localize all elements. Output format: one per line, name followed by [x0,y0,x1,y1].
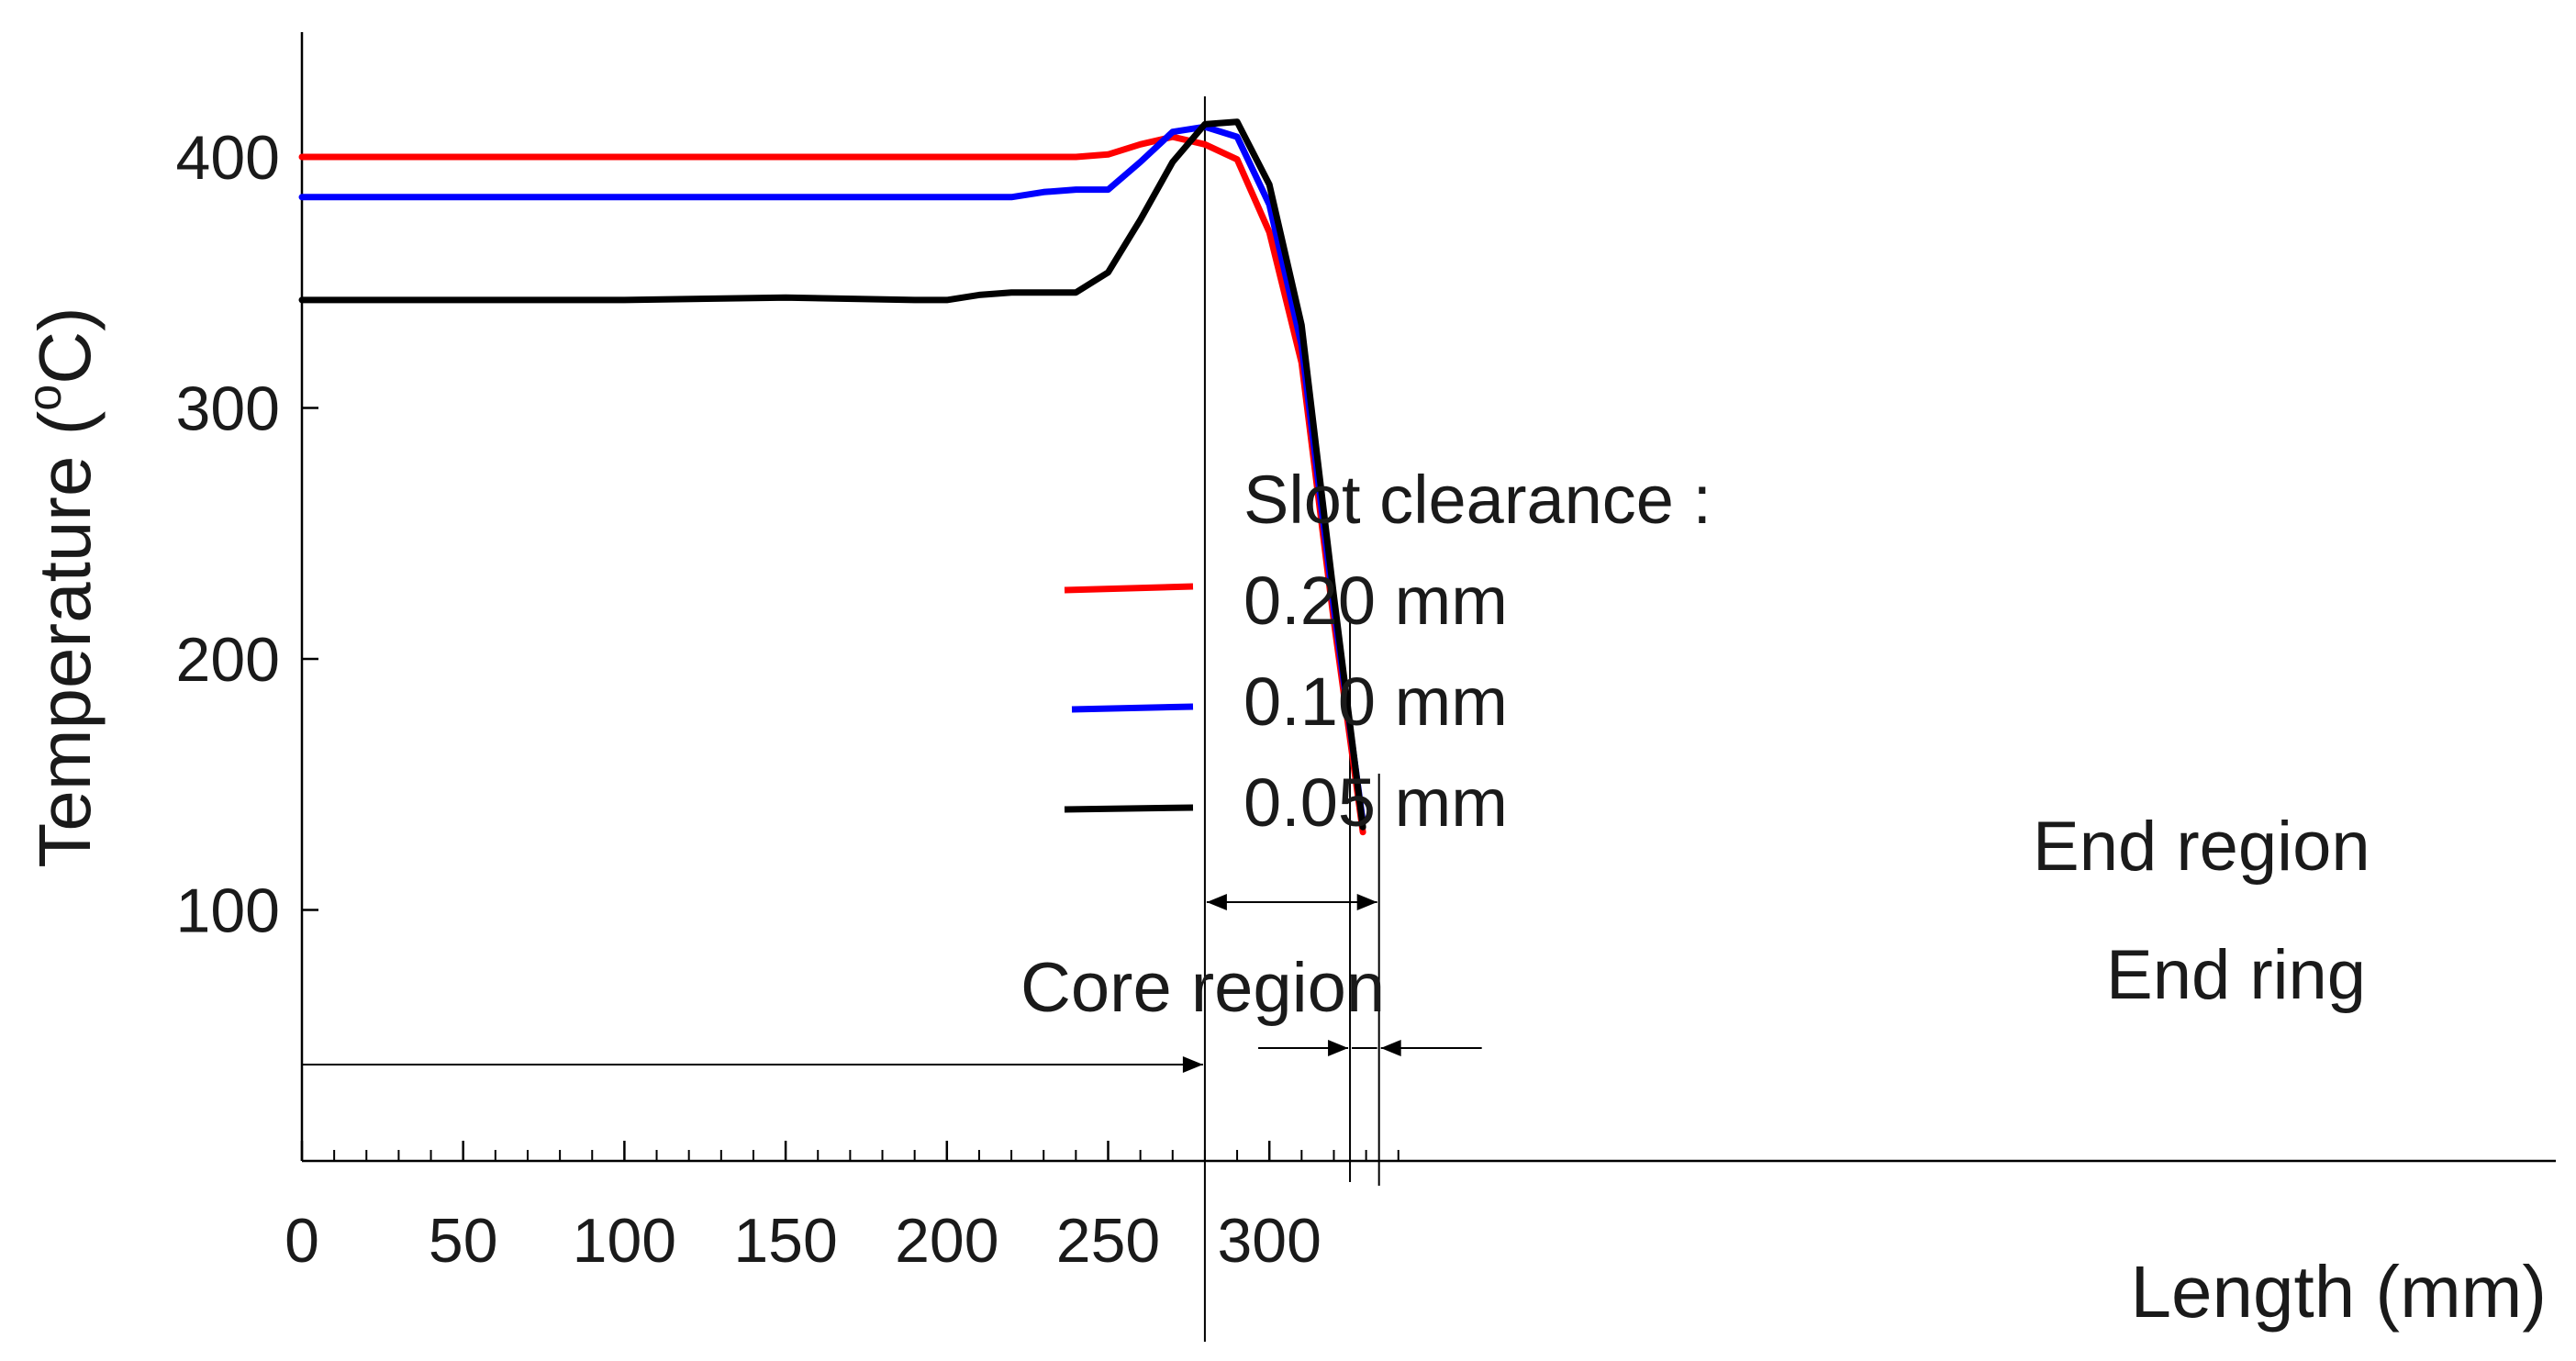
y-axis-title-tail: C) [24,307,106,384]
series-line-1 [298,123,1366,826]
x-axis-title: Length (mm) [2131,1251,2547,1333]
annotation-arrows [302,894,1482,1073]
legend-swatch-2 [1064,804,1194,813]
y-tick-label-400: 400 [176,123,280,193]
x-tick-label-150: 150 [733,1206,837,1276]
legend: Slot clearance : 0.20 mm 0.10 mm 0.05 mm [1064,462,1712,841]
x-minor-ticks [333,1150,1400,1161]
legend-entry-0: 0.20 mm [1243,563,1508,639]
legend-entry-1: 0.10 mm [1243,664,1508,740]
series-line-0 [298,133,1366,836]
y-tick-label-300: 300 [176,374,280,444]
series-line-2 [298,118,1366,831]
end-ring-arrow-left-head [1328,1040,1349,1056]
legend-swatch-1 [1071,703,1194,713]
x-tick-label-200: 200 [895,1206,998,1276]
end-ring-label: End ring [2106,936,2366,1014]
y-ticks [302,155,318,911]
end-region-arrow-head-left [1206,894,1227,910]
legend-entry-2: 0.05 mm [1243,764,1508,841]
x-tick-label-0: 0 [284,1206,319,1276]
x-tick-label-250: 250 [1056,1206,1160,1276]
y-tick-labels: 100 200 300 400 [176,123,280,946]
y-axis-title: Temperature (oC) [18,307,106,867]
series-group [298,118,1366,836]
x-tick-label-50: 50 [429,1206,498,1276]
end-ring-arrow-right-head [1380,1040,1401,1056]
end-region-label: End region [2033,808,2370,886]
legend-title: Slot clearance : [1243,462,1712,538]
y-tick-label-100: 100 [176,876,280,946]
y-axis-title-sup: o [18,385,72,411]
core-region-label: Core region [1020,949,1385,1027]
y-axis-title-main: Temperature ( [24,410,106,867]
x-tick-label-100: 100 [573,1206,676,1276]
x-tick-label-300: 300 [1217,1206,1321,1276]
y-tick-label-200: 200 [176,625,280,695]
legend-swatch-0 [1064,583,1194,594]
x-tick-labels: 0 50 100 150 200 250 300 [284,1206,1321,1276]
end-region-arrow-head-right [1356,894,1377,910]
core-region-arrow-head [1182,1056,1203,1073]
x-major-ticks [300,1141,1271,1161]
